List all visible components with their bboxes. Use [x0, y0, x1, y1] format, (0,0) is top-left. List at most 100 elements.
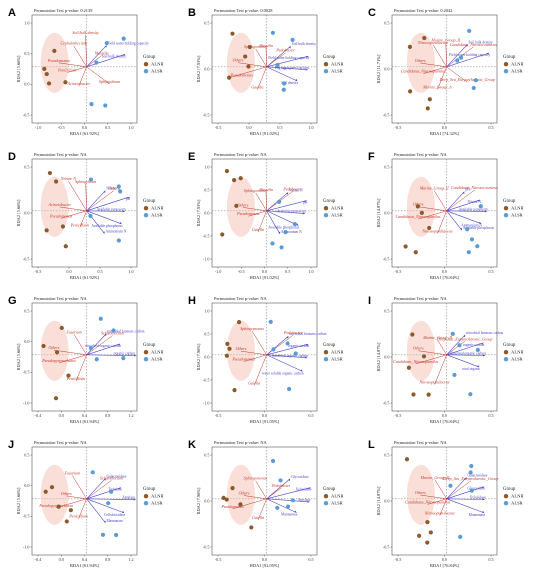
species-arrow: [432, 44, 447, 67]
legend-item: ALSR: [511, 69, 524, 74]
y-tick-label: 0.5: [204, 20, 209, 25]
x-tick-label: -0.5: [35, 269, 42, 274]
species-label: Pseudomonas: [220, 504, 244, 509]
sample-point-alnr: [428, 530, 433, 535]
sample-point-alsr: [270, 458, 276, 464]
species-arrow: [72, 475, 87, 499]
env-arrow: [86, 343, 121, 356]
species-label: Candidatus_Nitrosopumilus: [405, 499, 450, 504]
panel-letter: K: [188, 439, 196, 451]
species-label: Sphingobium: [75, 179, 96, 184]
env-arrow: [446, 210, 463, 231]
sample-point-alsr: [281, 87, 286, 92]
env-label: Nitrate N: [468, 200, 482, 204]
y-tick-label: 0.5: [384, 452, 389, 457]
legend-item: ALNR: [331, 494, 344, 499]
env-arrow: [446, 342, 484, 356]
legend-item: ALNR: [151, 62, 164, 67]
env-arrow-head: [117, 343, 121, 346]
x-axis-label: RDA1 [61.94%]: [70, 563, 100, 568]
env-label: dissolved organic carbon: [450, 352, 486, 356]
y-tick-label: 0.0: [384, 66, 389, 71]
sample-point-alnr: [44, 228, 49, 233]
sample-point-alsr: [104, 40, 109, 46]
x-axis-label: RDA1 [76.84%]: [430, 275, 460, 280]
species-arrow: [248, 210, 267, 217]
env-arrow-head: [302, 212, 305, 215]
x-tick-label: -0.5: [395, 125, 402, 130]
env-arrow: [86, 478, 106, 500]
env-arrow: [446, 498, 485, 500]
legend-item: ALSR: [151, 501, 164, 506]
species-label: Schizothecium: [101, 331, 124, 336]
species-arrow: [68, 180, 87, 211]
env-arrow: [446, 486, 485, 500]
panel-letter: C: [368, 7, 376, 19]
env-label: Nitrate N: [289, 188, 303, 192]
sample-point-alnr: [425, 106, 430, 111]
x-tick-label: 0.0: [246, 125, 251, 130]
sample-point-alnr: [224, 353, 229, 358]
legend-item: ALNR: [511, 494, 524, 499]
y-tick-label: -1.0: [203, 256, 210, 261]
legend-title: Group: [143, 199, 156, 204]
species-arrow: [232, 498, 267, 510]
env-arrow-head: [308, 487, 311, 490]
species-arrow: [73, 334, 87, 355]
species-label: Pedobacter: [275, 48, 295, 53]
y-tick-label: -1.0: [23, 544, 30, 549]
env-arrow-head: [103, 190, 106, 193]
legend-title: Group: [503, 487, 516, 492]
sample-point-alnr: [404, 457, 410, 462]
env-arrow-head: [103, 478, 106, 481]
species-arrow: [266, 487, 282, 500]
env-label: Big aggregates fraction: [275, 66, 309, 70]
species-label: Others: [238, 202, 249, 207]
sample-point-alnr: [421, 354, 427, 359]
sample-point-alnr: [41, 343, 46, 349]
env-arrow: [266, 354, 308, 359]
x-axis-label: RDA1 [76.84%]: [430, 419, 460, 424]
env-label: organic carbon: [288, 344, 310, 348]
species-arrow: [78, 66, 87, 87]
sample-point-alsr: [285, 504, 291, 509]
species-arrow: [86, 55, 102, 68]
x-tick-label: -0.5: [238, 269, 245, 274]
y-axis-label: RDA2 [7.93%]: [196, 55, 201, 82]
y-tick-label: -0.5: [23, 112, 30, 117]
legend-swatch: [323, 61, 329, 67]
legend-swatch: [143, 494, 149, 499]
panel-title: Permutation Test p-value: NA: [214, 296, 267, 301]
env-arrow: [266, 343, 309, 356]
species-label: Penicillium: [57, 67, 77, 72]
sample-point-alnr: [407, 44, 413, 49]
env-label: organic carbon: [114, 352, 136, 356]
env-label: Available phosphorus: [268, 225, 300, 229]
y-tick-label: 0.5: [384, 20, 389, 25]
env-arrow-head: [121, 510, 125, 513]
x-tick-label: 0.0: [59, 413, 64, 418]
sample-point-alsr: [467, 28, 472, 34]
env-arrow: [266, 66, 298, 82]
y-tick-label: 0.5: [384, 308, 389, 313]
x-axis-label: RDA1 [91.02%]: [250, 275, 280, 280]
species-arrow: [445, 42, 447, 67]
species-arrow: [251, 331, 267, 355]
legend-swatch: [503, 357, 509, 362]
species-label: Sphingomonas: [240, 326, 264, 331]
species-arrow: [423, 66, 447, 74]
x-tick-label: 0.8: [105, 557, 110, 562]
panel-e: E Permutation Test p-value: NA -1.0 -0.5 0.0…: [188, 151, 344, 280]
env-arrow-head: [286, 192, 289, 195]
species-arrow: [67, 66, 87, 73]
sample-point-alsr: [283, 230, 288, 235]
x-axis-label: RDA1 [91.02%]: [250, 131, 280, 136]
species-label: Nitrosopumilaceae: [419, 379, 451, 384]
species-arrow: [254, 354, 267, 386]
species-label: Others: [413, 202, 424, 207]
env-label: Cellobiosidase: [104, 513, 126, 517]
panel-letter: A: [8, 7, 16, 19]
species-label: Nitrosopumilaceae: [421, 229, 453, 234]
panel-letter: L: [368, 439, 375, 451]
sample-point-alnr: [68, 508, 73, 513]
